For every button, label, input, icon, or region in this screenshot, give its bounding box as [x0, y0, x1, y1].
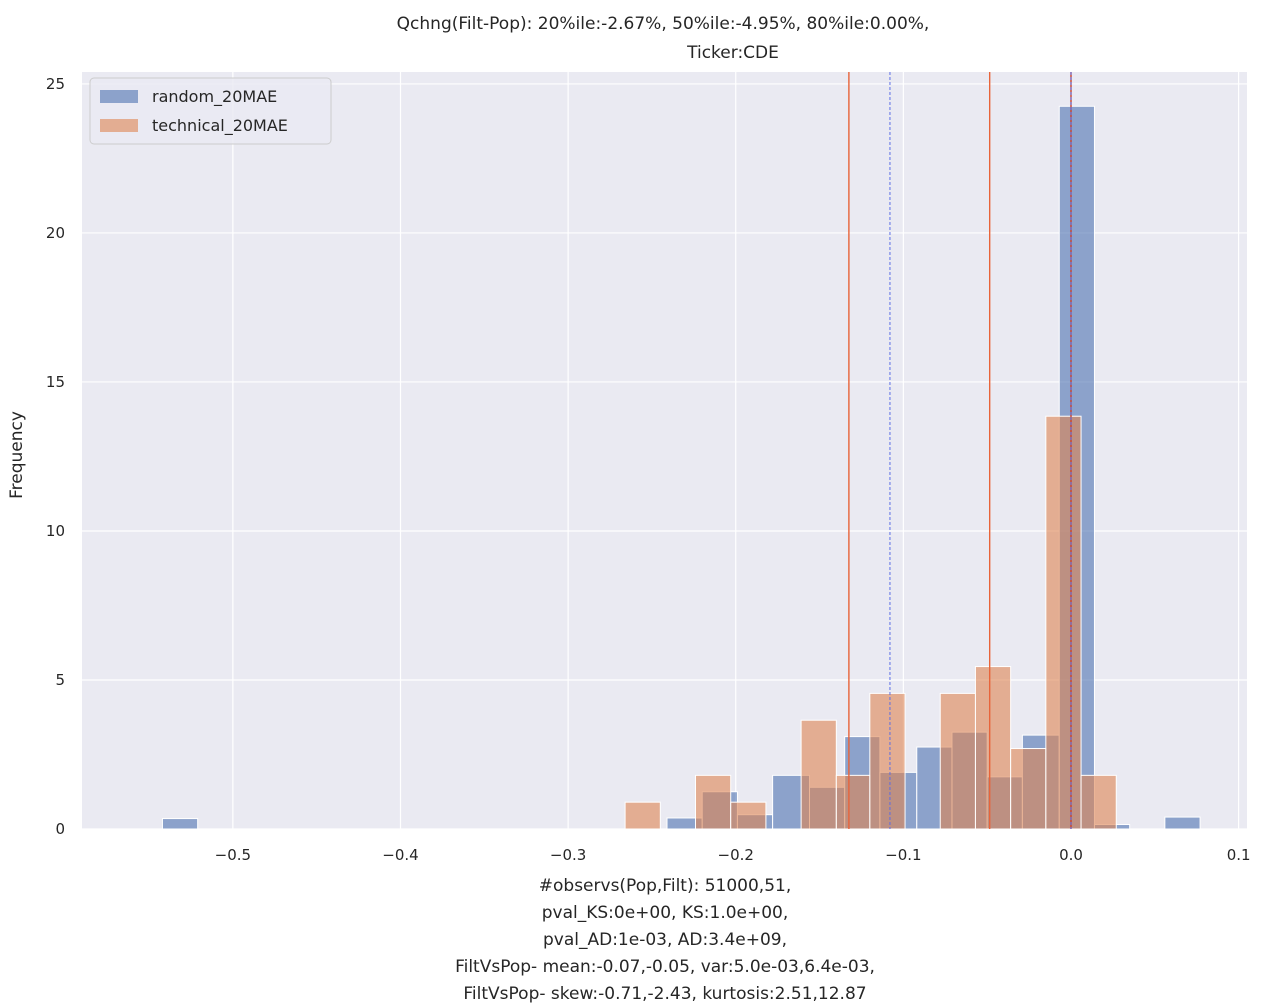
x-tick-label: −0.3 — [550, 846, 586, 864]
y-tick-label: 5 — [55, 671, 65, 689]
bar-random_20MAE-0 — [161, 818, 199, 830]
bar-technical_20MAE-1 — [695, 774, 732, 830]
y-tick-label: 15 — [46, 373, 65, 391]
x-axis-label-line-5: FiltVsPop- skew:-0.71,-2.43, kurtosis:2.… — [463, 984, 866, 1004]
legend-label-technical: technical_20MAE — [152, 116, 288, 136]
bar-technical_20MAE-0 — [624, 801, 661, 830]
x-tick-label: −0.1 — [885, 846, 921, 864]
x-axis-label-line-3: pval_AD:1e-03, AD:3.4e+09, — [543, 930, 787, 950]
chart-title-line-1: Qchng(Filt-Pop): 20%ile:-2.67%, 50%ile:-… — [397, 14, 930, 34]
y-axis-label: Frequency — [7, 411, 27, 499]
x-axis-label-line-1: #observs(Pop,Filt): 51000,51, — [539, 876, 791, 896]
legend-box — [89, 77, 332, 145]
x-tick-label: −0.4 — [382, 846, 418, 864]
legend-swatch-technical — [100, 119, 138, 132]
x-tick-label: 0.1 — [1227, 846, 1251, 864]
bar-technical_20MAE-10 — [1080, 774, 1117, 830]
bar-technical_20MAE-7 — [974, 666, 1012, 830]
legend-label-random: random_20MAE — [152, 87, 277, 107]
bar-technical_20MAE-4 — [835, 774, 871, 830]
legend-swatch-random — [100, 90, 138, 103]
bar-random_20MAE-14 — [1164, 816, 1201, 830]
bar-technical_20MAE-5 — [869, 692, 906, 830]
bar-technical_20MAE-6 — [939, 692, 976, 830]
bar-technical_20MAE-9 — [1045, 415, 1082, 830]
bar-technical_20MAE-2 — [730, 801, 767, 830]
x-tick-label: −0.2 — [718, 846, 754, 864]
series-technical_20MAE — [624, 415, 1117, 830]
x-axis-label-line-2: pval_KS:0e+00, KS:1.0e+00, — [542, 903, 789, 923]
y-tick-label: 10 — [46, 522, 65, 540]
y-tick-label: 0 — [55, 820, 65, 838]
reference-lines — [848, 72, 1072, 829]
y-tick-labels: 0 5 10 15 20 25 — [46, 75, 65, 838]
x-tick-label: −0.5 — [215, 846, 251, 864]
x-axis-label-line-4: FiltVsPop- mean:-0.07,-0.05, var:5.0e-03… — [455, 957, 875, 977]
legend: random_20MAE technical_20MAE — [89, 77, 332, 145]
chart-title-line-2: Ticker:CDE — [686, 43, 779, 63]
y-tick-label: 25 — [46, 75, 65, 93]
histogram-bars — [161, 105, 1201, 830]
bar-technical_20MAE-3 — [800, 719, 837, 830]
x-tick-label: 0.0 — [1059, 846, 1083, 864]
bar-technical_20MAE-8 — [1010, 748, 1047, 830]
y-tick-label: 20 — [46, 224, 65, 242]
x-tick-labels: −0.5 −0.4 −0.3 −0.2 −0.1 0.0 0.1 — [215, 846, 1251, 864]
